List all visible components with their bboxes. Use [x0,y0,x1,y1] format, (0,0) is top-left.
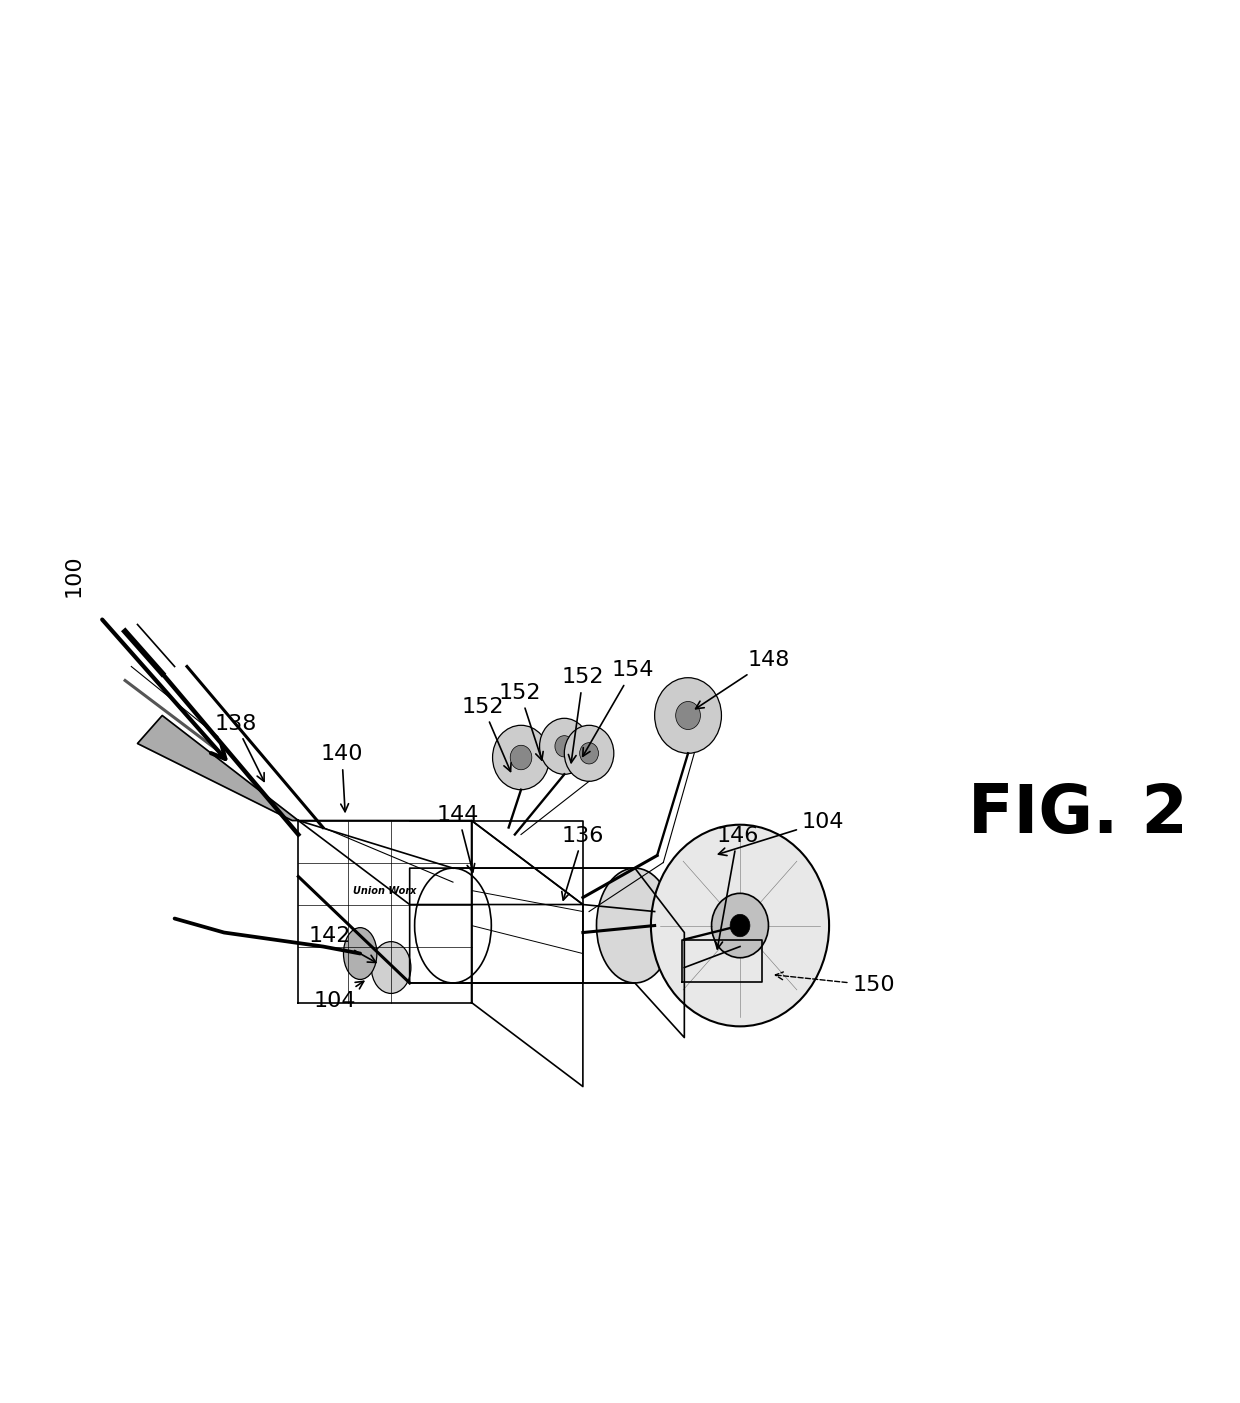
Text: 104: 104 [314,981,363,1010]
Circle shape [712,894,769,958]
Text: Union Worx: Union Worx [353,885,417,895]
Text: FIG. 2: FIG. 2 [968,780,1188,846]
Text: 144: 144 [436,804,480,873]
Circle shape [556,735,574,758]
Text: 138: 138 [215,714,264,781]
Text: 152: 152 [498,683,543,760]
Text: 152: 152 [562,668,604,763]
Text: 136: 136 [562,825,604,901]
Ellipse shape [596,868,673,984]
Circle shape [492,725,549,790]
Circle shape [510,745,532,770]
Circle shape [730,915,750,937]
Circle shape [651,825,830,1027]
Text: 150: 150 [775,972,895,995]
Circle shape [539,718,589,774]
Text: 154: 154 [583,661,653,756]
Text: 148: 148 [696,651,790,709]
Text: 104: 104 [718,811,844,856]
Text: 152: 152 [461,697,511,772]
Circle shape [655,678,722,753]
Text: 100: 100 [63,554,83,596]
Text: 146: 146 [715,825,759,948]
Text: 142: 142 [309,926,376,962]
Circle shape [579,742,599,765]
Text: 140: 140 [321,745,363,812]
Ellipse shape [343,927,377,979]
Polygon shape [138,716,299,821]
Circle shape [676,702,701,730]
Ellipse shape [371,941,410,993]
Circle shape [564,725,614,781]
